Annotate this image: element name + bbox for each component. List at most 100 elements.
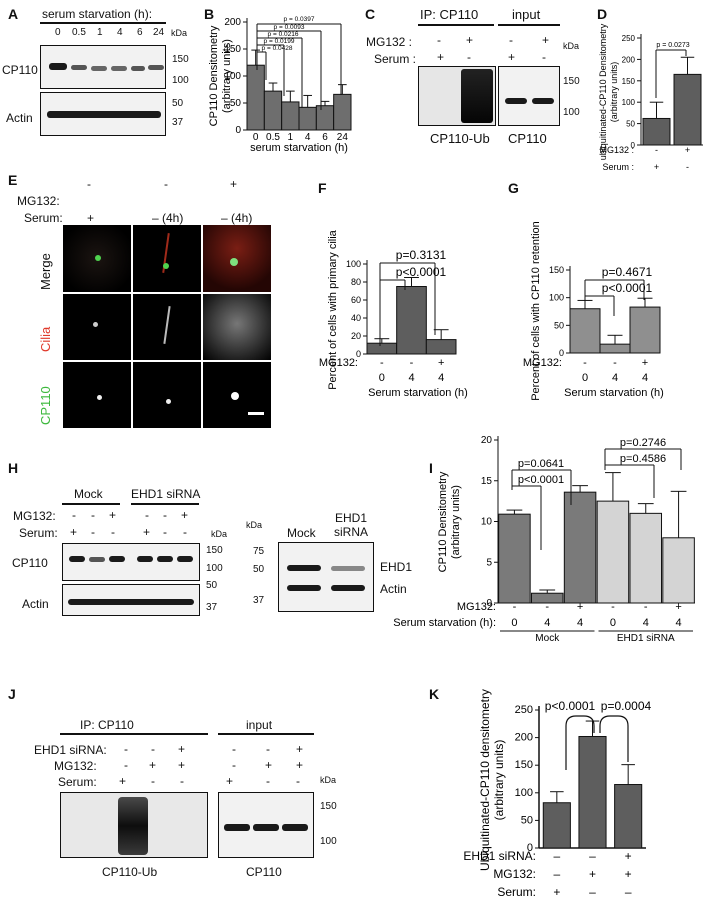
sign: - <box>232 742 236 756</box>
lane-label: 24 <box>153 27 165 38</box>
sign: - <box>180 774 184 788</box>
pvalue-label: p = 0.0273 <box>656 42 689 49</box>
pvalue-label: p=0.0641 <box>518 458 564 470</box>
sign: – (4h) <box>152 211 184 225</box>
chart-k-pvalues: p<0.0001 p=0.0004 <box>545 699 652 770</box>
pvalue-label: p=0.2746 <box>620 437 666 449</box>
pvalue-label: p<0.0001 <box>545 699 596 713</box>
chart-i-plot: 0 5 10 15 20 CP110 Densitometry(arbitrary uni… <box>393 435 695 644</box>
y-tick-label: 5 <box>486 557 492 568</box>
group-label: Mock <box>74 487 103 501</box>
cp110-input-blot <box>498 66 560 126</box>
sign: - <box>183 525 187 539</box>
scale-bar <box>248 412 264 415</box>
sign: – (4h) <box>221 211 253 225</box>
micrograph-cilia-mg132 <box>203 294 271 360</box>
bar <box>396 286 427 355</box>
condition-sign: 4 <box>642 372 648 384</box>
pvalue-label: p<0.0001 <box>518 474 564 486</box>
sign: - <box>296 774 300 788</box>
row-label: Serum: <box>19 526 58 540</box>
y-tick-label: 15 <box>481 476 493 487</box>
group-underline <box>62 503 120 505</box>
micrograph-cilia-serum <box>63 294 131 360</box>
mw-marker: 100 <box>172 75 189 86</box>
condition-sign: + <box>589 867 596 881</box>
chart-d-pvalues: p = 0.0273 <box>655 42 690 98</box>
mw-marker: 50 <box>172 98 184 109</box>
y-tick-label: 150 <box>224 44 241 55</box>
condition-label: MG132: <box>457 601 496 613</box>
pvalue-label: p = 0.0216 <box>268 31 299 38</box>
sign: + <box>226 774 234 788</box>
y-tick-label: 50 <box>554 320 564 330</box>
mw-marker: 37 <box>172 117 184 128</box>
row-label: MG132 : <box>366 35 413 49</box>
y-axis-label: ubiquitinated-CP110 Densitometry(arbitra… <box>598 23 619 160</box>
sign: + <box>508 50 516 64</box>
bar <box>542 802 571 849</box>
condition-sign: - <box>545 601 549 613</box>
row-label: Serum: <box>24 211 63 225</box>
panel-c-letter: C <box>365 6 376 22</box>
row-label: MG132: <box>54 759 97 773</box>
sign: - <box>266 742 270 756</box>
micrograph-merge-serum <box>63 225 131 292</box>
blot-row-label: CP110 <box>2 63 38 77</box>
sign: - <box>467 50 471 64</box>
row-label: Serum : <box>374 52 417 66</box>
condition-label: Serum starvation (h): <box>393 617 496 629</box>
mw-marker: 150 <box>206 545 223 556</box>
ehd1-blot <box>278 542 374 612</box>
pvalue-label: p = 0.0199 <box>264 38 295 45</box>
condition-sign: 0 <box>511 617 517 629</box>
sign: - <box>164 177 168 191</box>
j-cp110-ub-blot <box>60 792 208 858</box>
condition-sign: + <box>577 601 583 613</box>
condition-sign: 4 <box>544 617 550 629</box>
panel-j-letter: J <box>8 686 16 702</box>
mw-marker: 100 <box>320 836 337 847</box>
group-label: EHD1 siRNA <box>617 633 675 644</box>
x-tick-label: 6 <box>322 132 328 143</box>
blot-row-label: CP110 <box>12 556 48 570</box>
bar <box>629 306 661 354</box>
row-label: MG132: <box>13 509 56 523</box>
y-tick-label: 0 <box>486 598 492 609</box>
x-tick-label: 1 <box>288 132 294 143</box>
condition-sign: + <box>654 162 659 172</box>
group-underline <box>131 503 199 505</box>
blot-label: CP110 <box>508 131 547 146</box>
kda-label: kDa <box>171 28 188 38</box>
micrograph-cp110-serum <box>63 362 131 428</box>
condition-label: Serum : <box>602 162 634 172</box>
mw-marker: 100 <box>563 107 580 118</box>
mw-marker: 37 <box>206 602 218 613</box>
y-tick-label: 60 <box>351 295 361 305</box>
y-tick-label: 100 <box>346 259 361 269</box>
input-label: input <box>246 718 273 732</box>
panel-b-letter: B <box>204 6 215 22</box>
y-tick-label: 250 <box>515 704 533 716</box>
sign: - <box>232 758 236 772</box>
chart-i-pvalues: p=0.2746 p=0.4586 p=0.0641 p<0.0001 <box>511 437 682 550</box>
input-underline <box>218 733 314 735</box>
sign: - <box>151 774 155 788</box>
sign: - <box>266 774 270 788</box>
sign: + <box>181 508 189 522</box>
y-axis-label: Percent of cells with primary cilia <box>327 229 339 389</box>
mw-marker: 100 <box>206 563 223 574</box>
kda-label: kDa <box>320 775 337 785</box>
sign: - <box>87 177 91 191</box>
panel-g-letter: G <box>508 180 519 196</box>
h-cp110-blot <box>62 543 200 581</box>
lane-label: 4 <box>117 27 123 38</box>
pvalue-label: p=0.0004 <box>601 699 652 713</box>
mw-marker: 75 <box>253 546 265 557</box>
x-tick-label: 0.5 <box>266 132 280 143</box>
